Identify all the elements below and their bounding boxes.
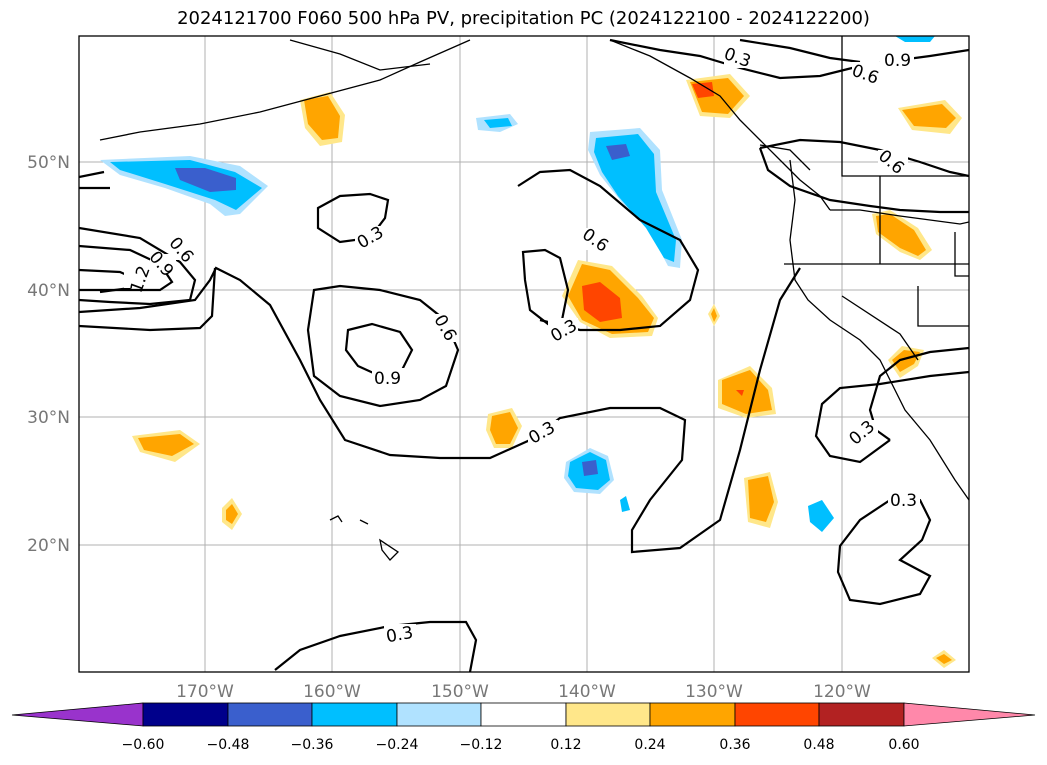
pv-contour-line <box>814 370 969 464</box>
colorbar-cell <box>734 702 820 727</box>
colorbar-tick-label: 0.48 <box>803 737 834 753</box>
precip-positive-blob <box>490 412 518 444</box>
colorbar-labels: −0.60 −0.48 −0.36 −0.24 −0.12 0.12 0.24 … <box>122 737 920 753</box>
latitude-labels: 50°N 40°N 30°N 20°N <box>27 153 70 556</box>
colorbar-tick-label: −0.24 <box>376 737 419 753</box>
colorbar-max-extension <box>903 702 1036 727</box>
coastlines <box>99 36 969 561</box>
precip-positive-blob <box>736 390 744 396</box>
colorbar-cell <box>480 702 567 727</box>
contour-label: 0.3 <box>385 623 415 647</box>
pv-contour-line <box>79 226 197 306</box>
precip-fill <box>100 36 962 668</box>
contour-label: 0.9 <box>374 369 401 389</box>
pv-contour-line <box>79 170 105 179</box>
precip-negative-blob <box>484 118 512 128</box>
precip-positive-blob <box>936 654 952 664</box>
colorbar-cell <box>227 702 313 727</box>
lon-label: 130°W <box>685 682 743 702</box>
pv-contour-line <box>517 168 700 332</box>
lon-label: 160°W <box>303 682 361 702</box>
precip-positive-blob <box>876 214 926 256</box>
lon-label: 140°W <box>558 682 616 702</box>
colorbar-cell <box>565 702 651 727</box>
lat-label: 30°N <box>27 408 70 428</box>
colorbar-tick-label: 0.24 <box>634 737 665 753</box>
colorbar-tick-label: −0.12 <box>460 737 503 753</box>
lat-label: 20°N <box>27 536 70 556</box>
colorbar-cell <box>396 702 482 727</box>
colorbar-tick-label: −0.48 <box>207 737 250 753</box>
precip-positive-blob <box>226 504 238 524</box>
longitude-labels: 170°W 160°W 150°W 140°W 130°W 120°W <box>176 682 871 702</box>
precip-positive-blob <box>138 434 194 456</box>
colorbar-cell <box>311 702 398 727</box>
pv-contour-line <box>609 38 969 80</box>
pv-contour-line <box>316 192 390 244</box>
pv-contour-line <box>739 38 861 64</box>
contour-label: 0.3 <box>890 491 917 511</box>
precip-negative-blob <box>175 168 236 192</box>
colorbar-tick-label: −0.36 <box>291 737 334 753</box>
precip-positive-blob <box>304 96 340 140</box>
precip-positive-blob <box>748 476 774 522</box>
map-title: 2024121700 F060 500 hPa PV, precipitatio… <box>177 8 870 29</box>
lat-label: 40°N <box>27 281 70 301</box>
precip-negative-blob <box>895 36 935 42</box>
precip-positive-blob <box>722 370 772 414</box>
precip-negative-blob <box>110 160 262 210</box>
gridlines <box>79 36 969 672</box>
pv-contour-line <box>306 284 460 408</box>
colorbar <box>11 702 1036 727</box>
lon-label: 170°W <box>176 682 234 702</box>
colorbar-cell <box>818 702 905 727</box>
lon-label: 150°W <box>431 682 489 702</box>
map-area <box>79 36 969 672</box>
precip-negative-blob <box>620 496 630 512</box>
lat-label: 50°N <box>27 153 70 173</box>
colorbar-tick-label: 0.36 <box>719 737 750 753</box>
precip-negative-blob <box>808 500 834 532</box>
pv-contour-line <box>79 267 217 332</box>
colorbar-tick-label: 0.12 <box>550 737 581 753</box>
colorbar-tick-label: 0.60 <box>888 737 919 753</box>
colorbar-cell <box>142 702 229 727</box>
contour-label: 0.9 <box>884 51 911 71</box>
precip-positive-blob <box>711 308 717 322</box>
precip-positive-blob <box>902 104 956 128</box>
map-border <box>78 35 970 673</box>
colorbar-cell <box>649 702 736 727</box>
precip-negative-blob <box>582 460 598 476</box>
precip-positive-blob <box>692 82 714 98</box>
colorbar-min-extension <box>11 702 144 727</box>
colorbar-tick-label: −0.60 <box>122 737 165 753</box>
pv-contour-line <box>836 492 932 606</box>
pv-contour-line <box>758 147 969 214</box>
precip-negative-blob <box>594 134 676 262</box>
precip-negative-blob <box>606 144 630 160</box>
precip-positive-blob <box>582 282 622 322</box>
lon-label: 120°W <box>813 682 871 702</box>
